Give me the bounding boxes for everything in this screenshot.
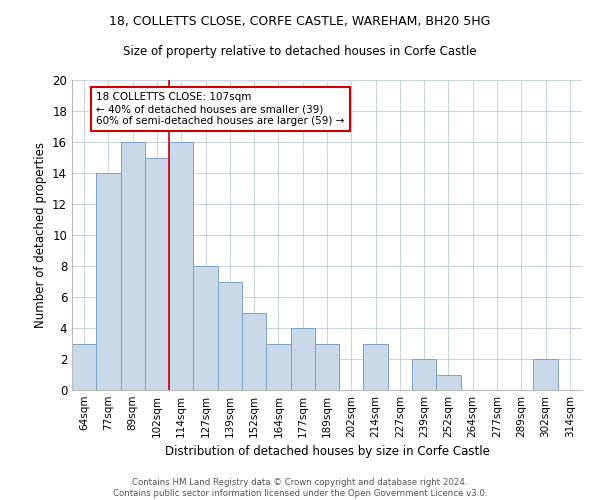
Bar [72,344,96,390]
Bar [96,173,121,390]
X-axis label: Distribution of detached houses by size in Corfe Castle: Distribution of detached houses by size … [164,446,490,458]
Bar [169,142,193,390]
Bar [436,374,461,390]
Bar [364,344,388,390]
Bar [533,359,558,390]
Bar [242,312,266,390]
Bar [193,266,218,390]
Text: Contains HM Land Registry data © Crown copyright and database right 2024.
Contai: Contains HM Land Registry data © Crown c… [113,478,487,498]
Bar [145,158,169,390]
Bar [290,328,315,390]
Text: Size of property relative to detached houses in Corfe Castle: Size of property relative to detached ho… [123,45,477,58]
Bar [121,142,145,390]
Bar [315,344,339,390]
Bar [412,359,436,390]
Y-axis label: Number of detached properties: Number of detached properties [34,142,47,328]
Text: 18, COLLETTS CLOSE, CORFE CASTLE, WAREHAM, BH20 5HG: 18, COLLETTS CLOSE, CORFE CASTLE, WAREHA… [109,15,491,28]
Bar [266,344,290,390]
Bar [218,282,242,390]
Text: 18 COLLETTS CLOSE: 107sqm
← 40% of detached houses are smaller (39)
60% of semi-: 18 COLLETTS CLOSE: 107sqm ← 40% of detac… [96,92,344,126]
